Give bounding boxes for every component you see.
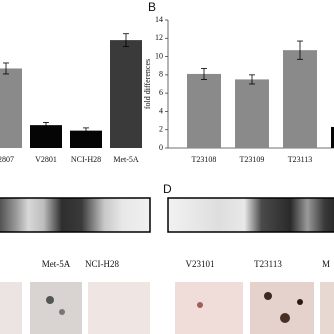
blot-label: Met-5A <box>42 259 71 269</box>
x-tick-label: V2801 <box>35 155 57 164</box>
x-tick-label: T23109 <box>240 155 265 164</box>
x-tick-label: NCI-H28 <box>71 155 101 164</box>
stain <box>280 313 290 323</box>
y-tick-label: 2 <box>159 125 163 134</box>
blots <box>0 197 334 233</box>
x-tick-label: 2807 <box>0 155 14 164</box>
micrograph <box>320 282 334 334</box>
micrograph <box>88 282 150 334</box>
bar <box>331 126 334 148</box>
bar <box>70 130 102 148</box>
bar <box>235 79 269 148</box>
blot-label: V23101 <box>186 259 215 269</box>
y-tick-label: 4 <box>159 106 163 115</box>
blot-left <box>0 197 151 233</box>
y-axis-label: fold differences <box>143 59 152 109</box>
y-tick-label: 8 <box>159 70 163 79</box>
bar <box>187 73 221 148</box>
micrograph <box>30 282 82 334</box>
y-tick-label: 14 <box>155 15 163 24</box>
x-tick-label: T23113 <box>288 155 313 164</box>
blot-label: T23113 <box>254 259 282 269</box>
y-tick-label: 6 <box>159 88 163 97</box>
micrographs <box>0 282 334 334</box>
micrograph <box>250 282 314 334</box>
panel-label: D <box>163 182 172 196</box>
y-tick-label: 0 <box>159 143 163 152</box>
bar <box>0 68 22 148</box>
blot-right <box>167 197 334 233</box>
y-tick-label: 12 <box>155 33 163 42</box>
stain <box>46 296 54 304</box>
panel-label: B <box>148 0 156 14</box>
x-tick-label: Met-5A <box>113 155 139 164</box>
stain <box>59 309 65 315</box>
blot-label: M <box>322 259 330 269</box>
stain <box>197 302 203 308</box>
micrograph <box>0 282 22 334</box>
bar <box>110 40 142 148</box>
stain <box>264 292 272 300</box>
bar <box>283 50 317 148</box>
x-tick-label: T23108 <box>192 155 217 164</box>
micrograph <box>175 282 243 334</box>
stain <box>297 299 303 305</box>
blot-label: NCI-H28 <box>85 259 119 269</box>
y-tick-label: 10 <box>155 51 163 60</box>
bar <box>30 125 62 148</box>
